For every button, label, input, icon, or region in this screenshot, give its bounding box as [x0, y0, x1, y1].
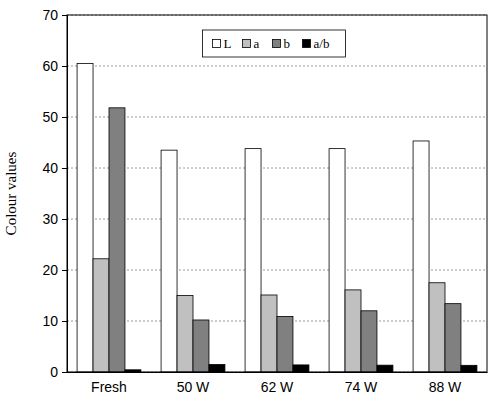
- bar: [277, 316, 293, 372]
- legend-swatch: [243, 40, 251, 48]
- x-tick: 50 W: [177, 372, 210, 395]
- y-tick-mark: [62, 372, 67, 373]
- grid-line: [67, 117, 487, 118]
- y-tick: 60: [42, 58, 67, 74]
- x-tick-label: 50 W: [177, 379, 210, 395]
- y-tick-mark: [62, 15, 67, 16]
- y-tick-label: 10: [42, 313, 58, 329]
- bar: [245, 149, 261, 372]
- grid-line: [67, 66, 487, 67]
- y-tick-mark: [62, 168, 67, 169]
- legend-item: a: [243, 36, 260, 51]
- x-tick: 74 W: [345, 372, 378, 395]
- y-tick-label: 40: [42, 160, 58, 176]
- legend-label: L: [224, 36, 232, 51]
- x-tick-label: Fresh: [91, 379, 127, 395]
- bar: [177, 296, 193, 373]
- plot-frame: [67, 15, 487, 372]
- y-tick: 70: [42, 7, 67, 23]
- bar: [461, 365, 477, 372]
- y-tick-label: 50: [42, 109, 58, 125]
- bar: [193, 320, 209, 372]
- legend-label: a/b: [314, 36, 330, 51]
- legend-swatch: [273, 40, 281, 48]
- bar: [429, 283, 445, 372]
- y-axis-title: Colour values: [3, 151, 19, 235]
- x-axis: Fresh 50 W 62 W 74 W 88 W: [68, 372, 488, 395]
- y-tick-label: 0: [50, 364, 58, 380]
- x-tick: Fresh: [91, 372, 127, 395]
- bar: [445, 304, 461, 372]
- bar: [109, 108, 125, 372]
- y-tick-mark: [62, 270, 67, 271]
- y-tick-label: 70: [42, 7, 58, 23]
- y-tick-mark: [62, 117, 67, 118]
- legend-label: a: [254, 36, 260, 51]
- bar: [377, 365, 393, 372]
- bar: [329, 149, 345, 372]
- y-tick-mark: [62, 321, 67, 322]
- legend-swatch: [303, 40, 311, 48]
- y-tick: 30: [42, 211, 67, 227]
- y-tick: 10: [42, 313, 67, 329]
- legend-label: b: [284, 36, 291, 51]
- legend-item: a/b: [303, 36, 330, 51]
- legend: La b a/b: [203, 30, 346, 57]
- bar: [161, 150, 177, 372]
- bars: [77, 63, 477, 372]
- bar: [93, 259, 109, 372]
- y-tick-label: 30: [42, 211, 58, 227]
- legend-item: L: [213, 36, 232, 51]
- y-tick: 0: [50, 364, 67, 380]
- y-tick-label: 60: [42, 58, 58, 74]
- bar: [261, 295, 277, 372]
- legend-swatch: [213, 40, 221, 48]
- y-tick: 50: [42, 109, 67, 125]
- bar: [77, 63, 93, 372]
- x-tick-label: 74 W: [345, 379, 378, 395]
- bar: [361, 311, 377, 372]
- y-axis: 0 10 20 30 40 50 60 70: [42, 7, 67, 380]
- legend-item: b: [273, 36, 291, 51]
- y-tick-label: 20: [42, 262, 58, 278]
- plot: 0 10 20 30 40 50 60 70 Fresh 50 W 62 W 74 W 88 W La b a…: [42, 7, 487, 395]
- x-tick: 88 W: [429, 372, 462, 395]
- bar: [345, 290, 361, 372]
- x-tick-label: 62 W: [261, 379, 294, 395]
- grid: [67, 15, 487, 372]
- y-tick-mark: [62, 219, 67, 220]
- y-tick: 20: [42, 262, 67, 278]
- x-tick-label: 88 W: [429, 379, 462, 395]
- bar: [293, 365, 309, 372]
- bar: [413, 141, 429, 372]
- legend-box: [203, 30, 346, 57]
- y-tick: 40: [42, 160, 67, 176]
- x-tick: 62 W: [261, 372, 294, 395]
- bar: [209, 365, 225, 372]
- y-tick-mark: [62, 66, 67, 67]
